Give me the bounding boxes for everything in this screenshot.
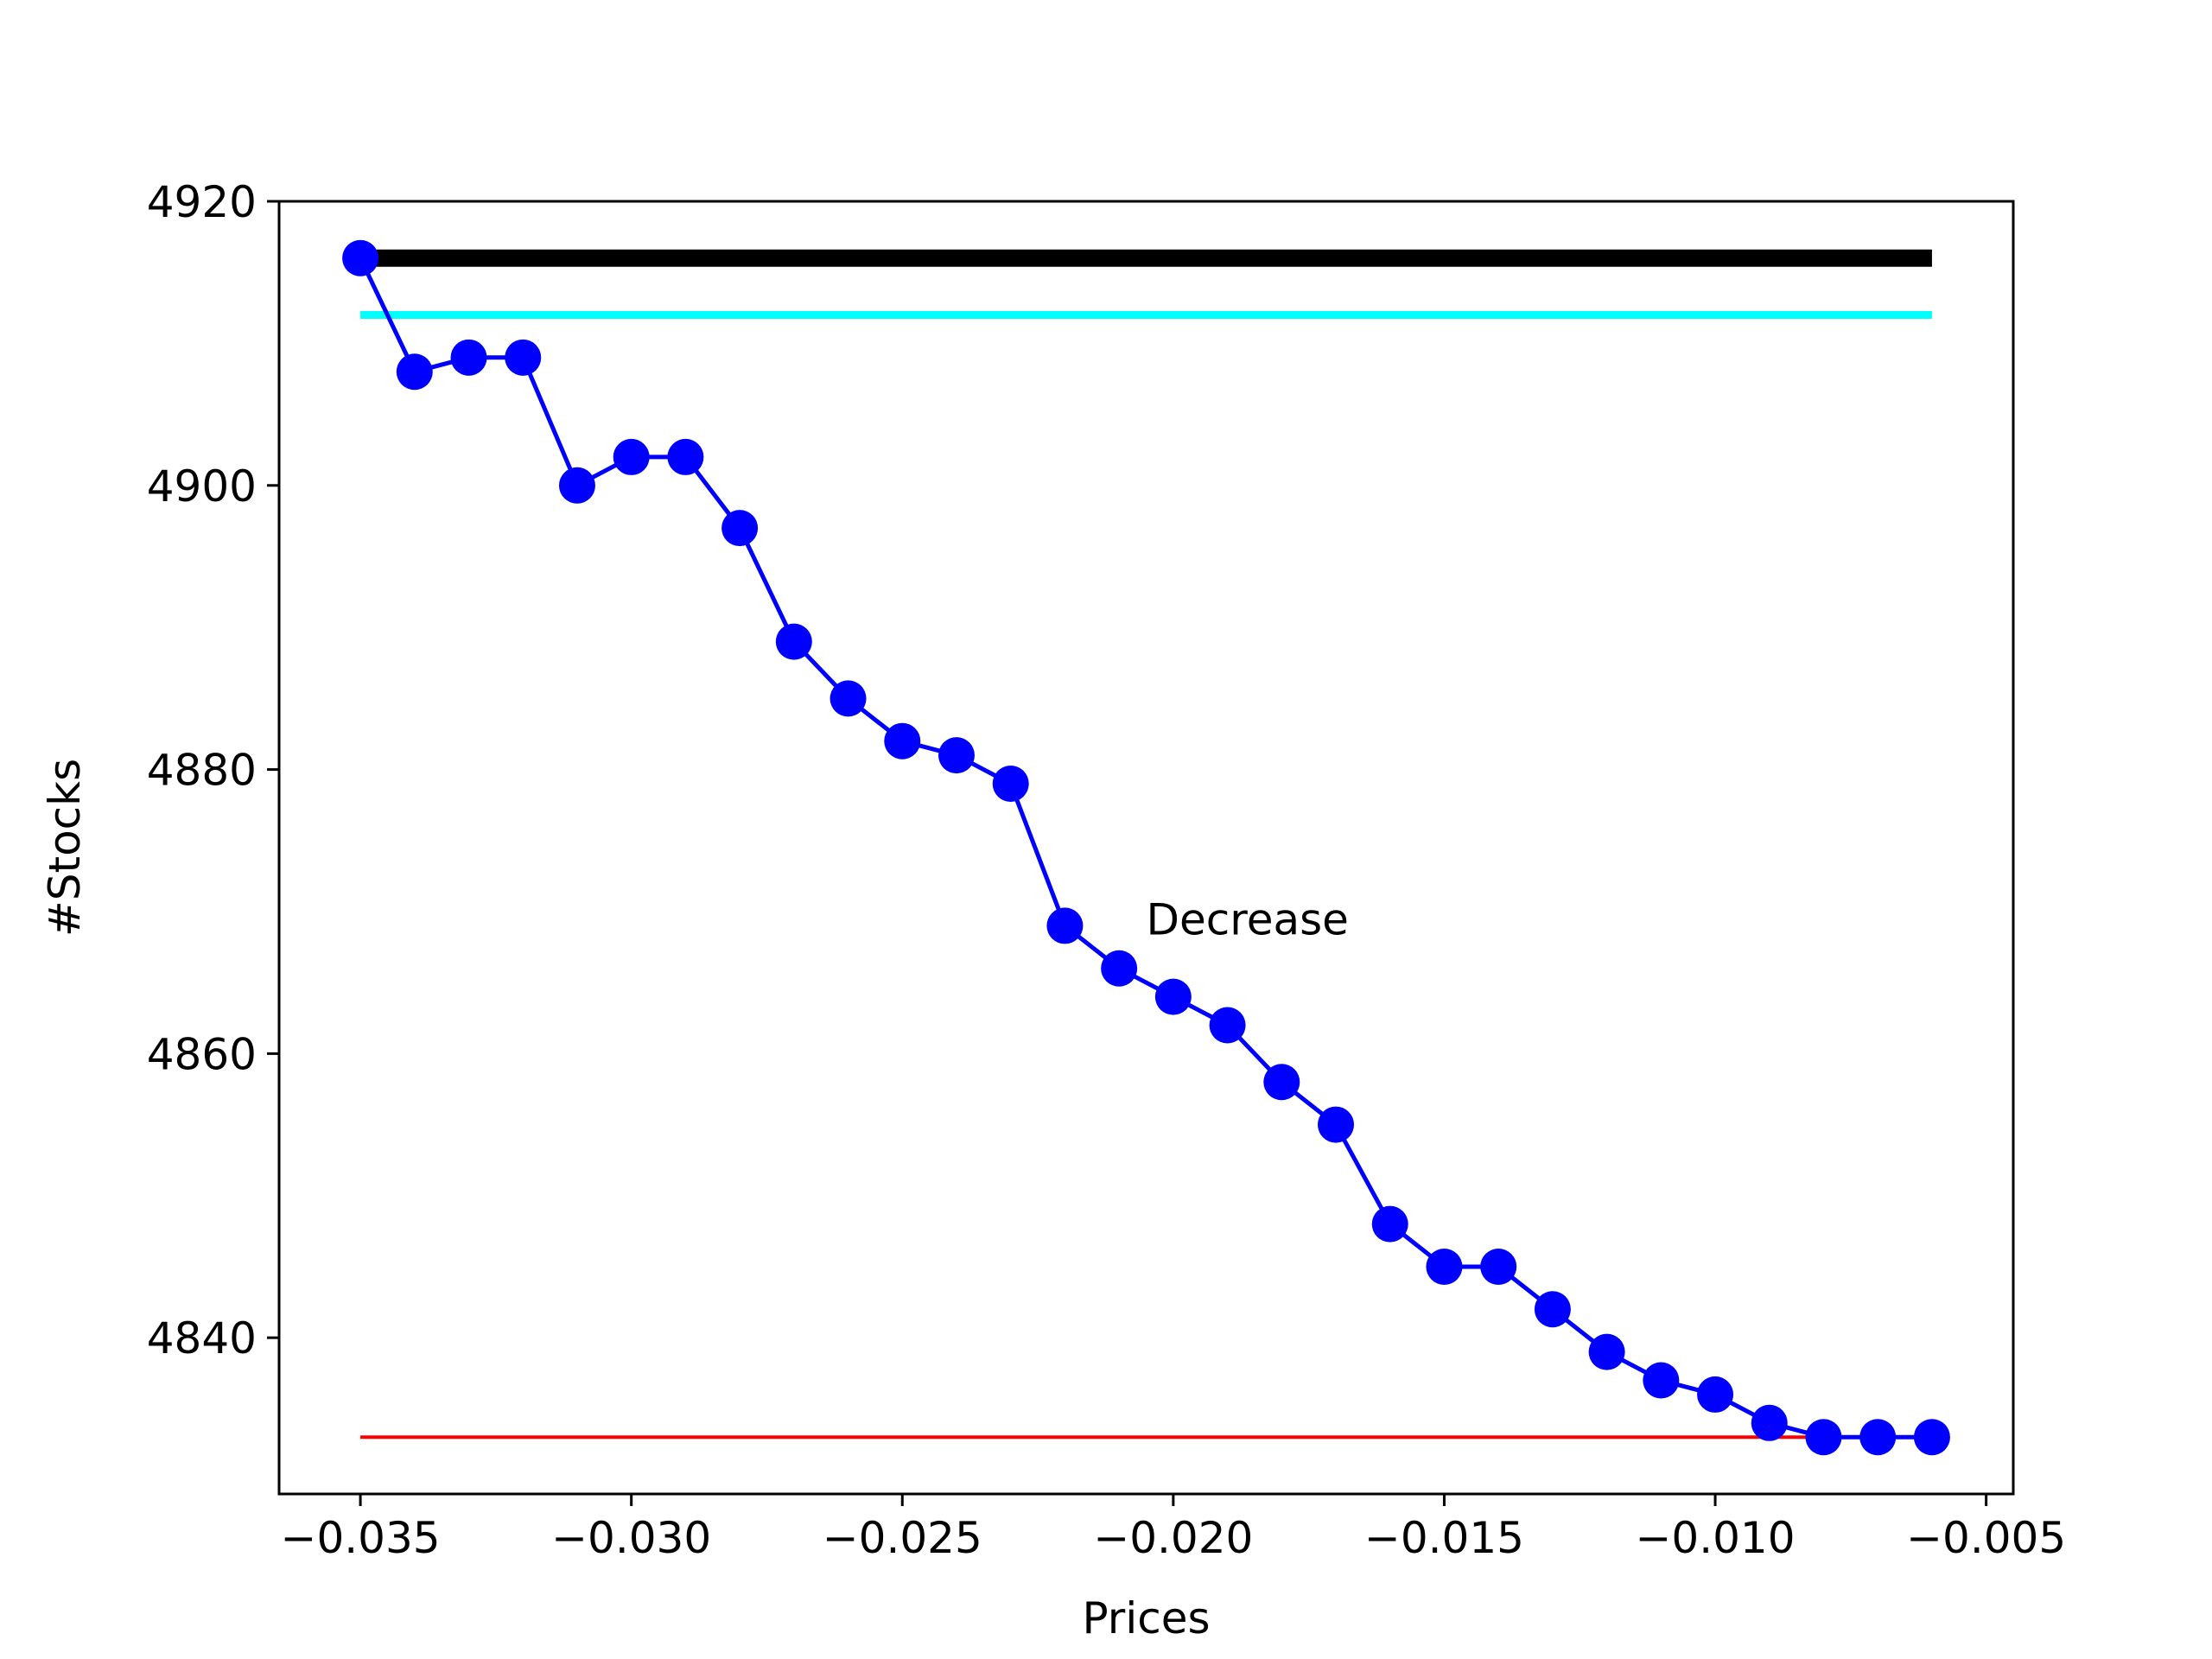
- y-tick-label-3: 4880: [147, 746, 257, 796]
- data-point-18: [1263, 1064, 1300, 1101]
- x-axis-label: Prices: [1082, 1593, 1210, 1643]
- annotation-1: Decrease: [1147, 894, 1349, 944]
- data-point-4: [505, 339, 542, 376]
- data-point-27: [1751, 1404, 1788, 1441]
- x-tick-label-7: −0.005: [1906, 1513, 2066, 1563]
- data-point-25: [1643, 1362, 1680, 1399]
- data-point-2: [396, 353, 433, 391]
- data-point-15: [1101, 950, 1138, 987]
- data-point-29: [1859, 1419, 1897, 1456]
- y-tick-label-2: 4860: [147, 1029, 257, 1079]
- data-point-7: [667, 438, 704, 475]
- data-point-1: [342, 239, 379, 276]
- data-point-28: [1805, 1419, 1842, 1456]
- data-point-11: [884, 722, 921, 760]
- data-point-30: [1913, 1419, 1950, 1456]
- data-point-13: [992, 766, 1029, 803]
- data-point-10: [830, 680, 867, 717]
- data-point-22: [1480, 1248, 1517, 1285]
- reference-lines: [360, 249, 1932, 1440]
- data-point-23: [1534, 1291, 1571, 1328]
- y-axis-label: #Stocks: [40, 759, 90, 937]
- data-point-17: [1209, 1007, 1246, 1044]
- y-tick-label-1: 4840: [147, 1313, 257, 1363]
- data-point-20: [1371, 1205, 1408, 1243]
- y-axis: 4840 4860 4880 4900 4920: [147, 177, 279, 1363]
- data-point-14: [1046, 907, 1084, 944]
- data-point-3: [450, 339, 487, 376]
- data-point-12: [938, 737, 975, 774]
- y-tick-label-4: 4900: [147, 461, 257, 512]
- plot-frame: [277, 200, 2015, 1496]
- data-point-9: [775, 623, 812, 660]
- x-tick-label-6: −0.010: [1636, 1513, 1796, 1563]
- x-tick-label-4: −0.020: [1093, 1513, 1253, 1563]
- series-layer: [342, 239, 1950, 1456]
- data-point-5: [558, 467, 595, 504]
- y-tick-label-5: 4920: [147, 177, 257, 227]
- x-tick-label-2: −0.030: [551, 1513, 711, 1563]
- x-axis: −0.035 −0.030 −0.025 −0.020 −0.015 −0.010 −0.0…: [281, 1494, 2066, 1563]
- data-point-8: [721, 510, 759, 547]
- data-point-19: [1318, 1106, 1355, 1143]
- annotation-layer: Decrease: [1147, 894, 1349, 944]
- data-point-21: [1426, 1248, 1463, 1285]
- x-tick-label-5: −0.015: [1364, 1513, 1524, 1563]
- data-point-16: [1154, 978, 1192, 1015]
- x-tick-label-1: −0.035: [281, 1513, 441, 1563]
- data-point-24: [1588, 1333, 1625, 1370]
- data-point-26: [1697, 1376, 1734, 1413]
- x-tick-label-3: −0.025: [823, 1513, 982, 1563]
- data-point-6: [613, 438, 650, 475]
